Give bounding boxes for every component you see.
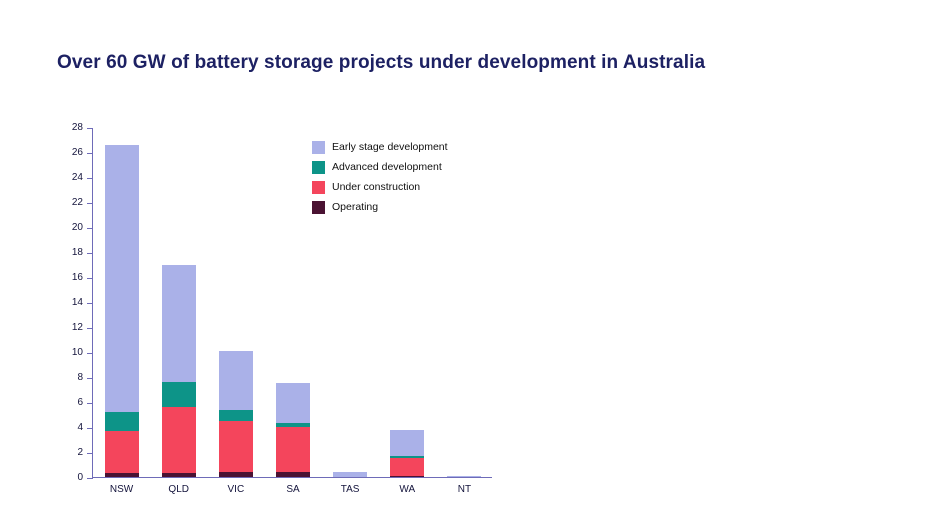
bar-segment — [161, 382, 196, 407]
y-axis-tick-label: 10 — [71, 347, 83, 358]
bar-segment — [104, 473, 139, 477]
y-axis-tick-mark — [87, 202, 93, 204]
legend-label: Advanced development — [332, 161, 442, 173]
bar-segment — [104, 144, 139, 412]
y-axis-tick-label: 18 — [71, 247, 83, 258]
bar-segment — [218, 350, 253, 410]
y-axis-tick-label: 12 — [71, 322, 83, 333]
bar-segment — [104, 430, 139, 474]
y-axis-tick-label: 16 — [71, 272, 83, 283]
legend-swatch — [312, 161, 325, 174]
bar-segment — [390, 429, 425, 456]
bar-segment — [276, 472, 310, 477]
bar-segment — [276, 423, 310, 427]
legend-swatch — [312, 201, 325, 214]
y-axis-tick-mark — [87, 252, 93, 254]
bar-segment — [218, 472, 253, 477]
bar-segment — [333, 472, 368, 477]
y-axis-tick-mark — [87, 427, 93, 429]
y-axis-tick-label: 22 — [71, 197, 83, 208]
y-axis-tick-mark — [87, 227, 93, 229]
legend-item: Under construction — [312, 181, 448, 194]
plot-area: 0 2 4 6 8 10 12 14 16 18 20 22 24 26 28 NSW QLD VIC SA TAS W… — [72, 123, 492, 495]
y-axis-tick-label: 4 — [77, 422, 83, 433]
y-axis-tick-label: 0 — [77, 472, 83, 483]
y-axis-tick-label: 14 — [71, 297, 83, 308]
legend-swatch — [312, 141, 325, 154]
y-axis-tick-label: 6 — [77, 397, 83, 408]
legend-label: Operating — [332, 201, 379, 213]
x-axis-label: VIC — [227, 484, 245, 495]
y-axis-tick-mark — [87, 302, 93, 304]
y-axis-tick-mark — [87, 177, 93, 179]
y-axis-tick-mark — [87, 277, 93, 279]
bar-segment — [390, 458, 425, 476]
bar-segment — [276, 383, 310, 424]
x-axis-label: QLD — [168, 484, 189, 495]
y-axis-tick-mark — [87, 327, 93, 329]
bar-segment — [218, 420, 253, 472]
legend-label: Early stage development — [332, 141, 448, 153]
y-axis-tick-mark — [87, 352, 93, 354]
x-axis-label: TAS — [340, 484, 360, 495]
legend-item: Advanced development — [312, 161, 448, 174]
x-axis-label: WA — [399, 484, 416, 495]
bar-segment — [161, 407, 196, 474]
y-axis-tick-label: 8 — [77, 372, 83, 383]
legend: Early stage development Advanced developm… — [312, 141, 448, 214]
y-axis-tick-mark — [87, 377, 93, 379]
y-axis-tick-mark — [87, 452, 93, 454]
x-axis-label: SA — [286, 484, 300, 495]
x-axis-label: NSW — [109, 484, 134, 495]
bar-segment — [218, 409, 253, 421]
legend-label: Under construction — [332, 181, 421, 193]
y-axis-tick-label: 26 — [71, 147, 83, 158]
legend-item: Early stage development — [312, 141, 448, 154]
y-axis-tick-mark — [87, 127, 93, 129]
chart-title: Over 60 GW of battery storage projects u… — [57, 52, 706, 73]
y-axis-tick-label: 20 — [71, 222, 83, 233]
x-axis-label: NT — [457, 484, 472, 495]
bar-segment — [104, 412, 139, 431]
y-axis-tick-label: 24 — [71, 172, 83, 183]
bar-segment — [390, 475, 425, 477]
y-axis-tick-mark — [87, 477, 93, 479]
y-axis-tick-label: 28 — [71, 122, 83, 133]
y-axis-tick-label: 2 — [77, 447, 83, 458]
bar-segment — [447, 475, 482, 477]
bar-segment — [161, 473, 196, 477]
y-axis-tick-mark — [87, 152, 93, 154]
bar-segment — [276, 427, 310, 472]
legend-item: Operating — [312, 201, 448, 214]
bar-segment — [390, 455, 425, 459]
y-axis-tick-mark — [87, 402, 93, 404]
legend-swatch — [312, 181, 325, 194]
bar-segment — [161, 264, 196, 382]
